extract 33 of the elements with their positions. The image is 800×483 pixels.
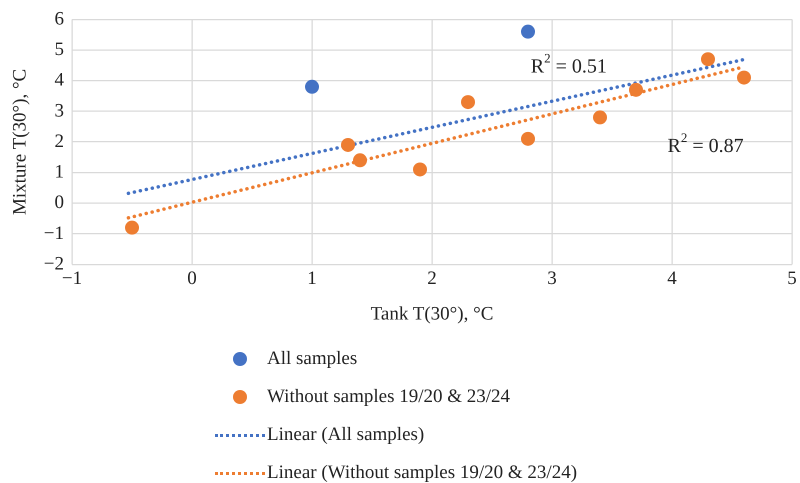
point	[521, 24, 536, 39]
x-tick-label: 4	[667, 268, 678, 289]
legend-label: Linear (All samples)	[267, 424, 424, 446]
point	[701, 52, 715, 66]
y-tick-label: 4	[54, 70, 65, 91]
legend-label: Without samples 19/20 & 23/24	[267, 386, 510, 408]
y-tick-label: 0	[54, 192, 64, 214]
x-tick-label: 1	[307, 268, 317, 289]
point	[737, 70, 751, 85]
y-tick-label: 1	[54, 162, 64, 183]
point	[593, 110, 608, 124]
x-tick-label: 3	[547, 268, 557, 289]
x-axis-title: Tank T(30°), °C	[370, 304, 494, 325]
y-tick-label: 2	[54, 130, 64, 152]
legend-label: Linear (Without samples 19/20 & 23/24)	[267, 462, 578, 483]
point	[341, 138, 356, 152]
y-tick-label: 6	[54, 8, 64, 30]
point	[353, 153, 368, 168]
x-tick-label: 0	[187, 268, 197, 289]
y-axis-title: Mixture T(30°), °C	[9, 68, 30, 216]
y-tick-label: −1	[44, 222, 64, 244]
point	[413, 162, 428, 176]
x-tick-label: 2	[427, 268, 437, 289]
point	[461, 95, 476, 110]
y-tick-label: 3	[54, 100, 64, 122]
legend-label: All samples	[267, 348, 358, 370]
point	[521, 132, 536, 146]
x-tick-label: 5	[787, 268, 797, 289]
point	[629, 82, 644, 97]
y-tick-label: 5	[54, 39, 64, 60]
point	[125, 220, 140, 235]
y-tick-label: −2	[44, 253, 64, 274]
point	[305, 80, 320, 94]
